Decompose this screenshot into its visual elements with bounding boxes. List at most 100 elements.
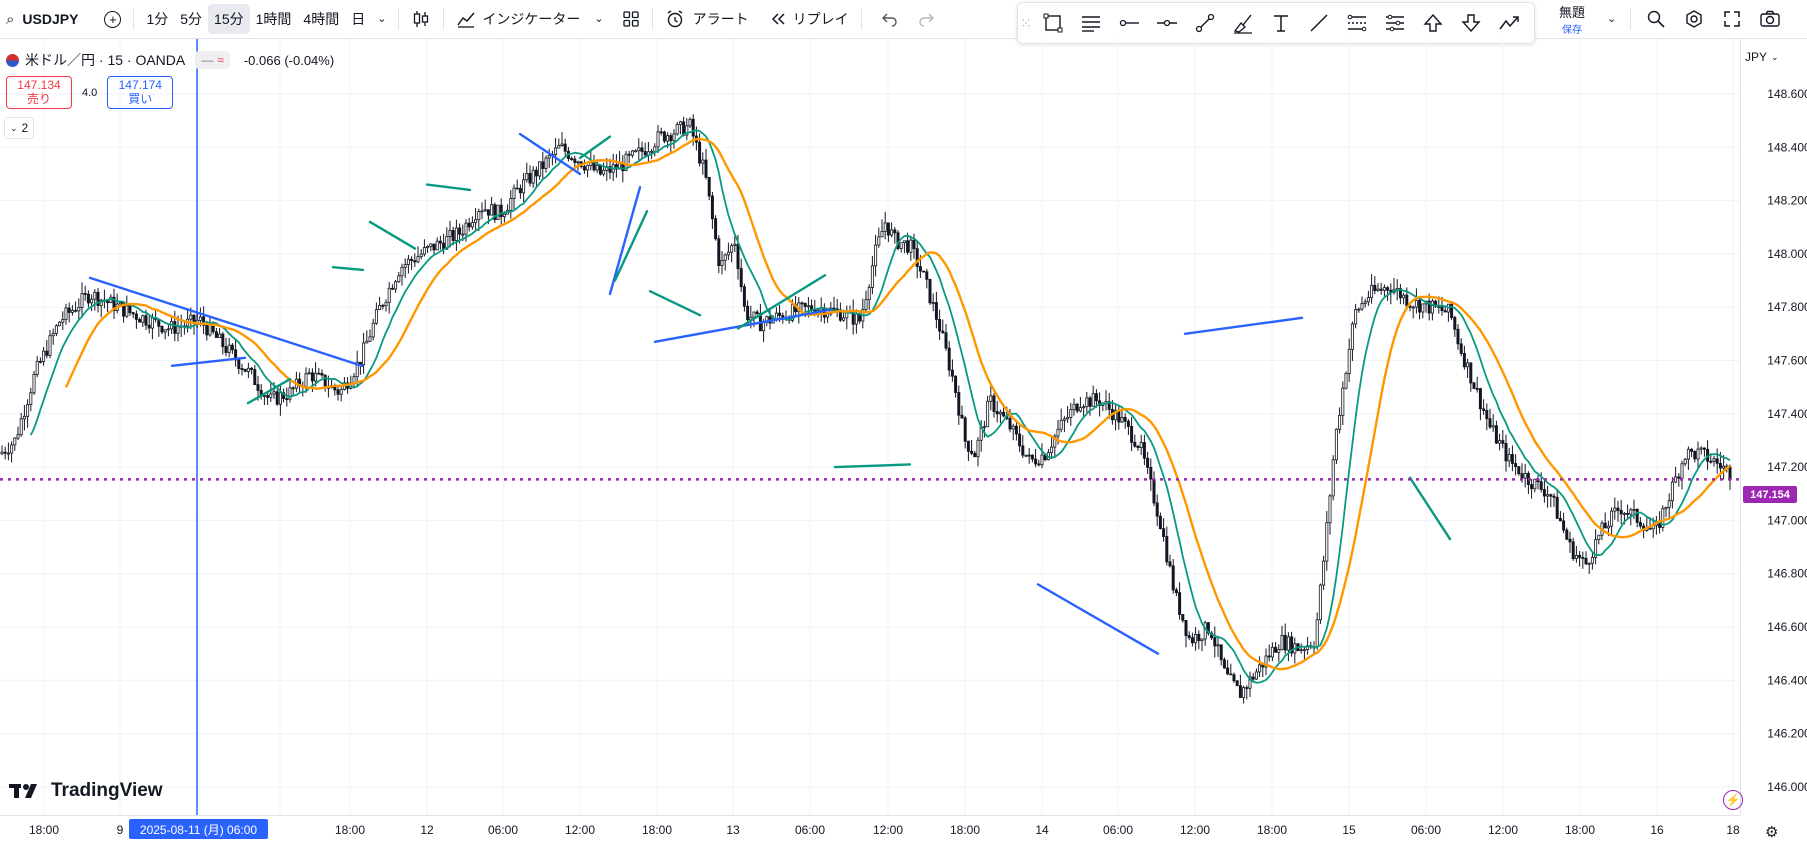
candle — [6, 442, 10, 461]
indicators-button[interactable]: インジケーター ⌄ — [450, 4, 609, 34]
candle — [480, 202, 484, 220]
trendline[interactable] — [425, 183, 472, 192]
indicators-collapse-button[interactable]: ⌄ 2 — [4, 117, 35, 139]
save-layout-button[interactable]: 無題 保存 — [1559, 2, 1585, 36]
currency-selector[interactable]: JPY ⌄ — [1745, 50, 1779, 64]
interval-15m[interactable]: 15分 — [208, 4, 250, 34]
alarm-clock-icon — [667, 10, 683, 28]
candle — [1178, 582, 1182, 620]
fullscreen-button[interactable] — [1713, 2, 1751, 36]
interval-4h[interactable]: 4時間 — [303, 11, 340, 27]
rectangle-tool[interactable] — [1034, 6, 1072, 40]
trendline[interactable] — [736, 274, 827, 330]
candle — [96, 288, 100, 313]
candle — [1222, 657, 1226, 669]
candle — [1450, 302, 1454, 321]
trendline[interactable] — [170, 356, 247, 368]
trendline[interactable] — [578, 135, 612, 160]
camera-icon — [1760, 10, 1780, 27]
legend-title[interactable]: 米ドル／円 · 15 · OANDA — [25, 52, 186, 68]
text-tool[interactable] — [1262, 6, 1300, 40]
templates-button[interactable] — [616, 4, 646, 34]
trendline[interactable] — [246, 377, 292, 405]
plus-circle-icon: + — [104, 10, 122, 28]
candle — [451, 226, 455, 246]
trendline[interactable] — [608, 186, 642, 296]
trendline-tool[interactable] — [1186, 6, 1224, 40]
trendline[interactable] — [368, 220, 417, 250]
candle — [1363, 298, 1367, 308]
interval-1h[interactable]: 1時間 — [255, 11, 292, 27]
redo-button[interactable] — [912, 4, 942, 34]
candle — [1414, 288, 1418, 314]
trendline[interactable] — [331, 266, 365, 272]
sell-button[interactable]: 147.134 売り — [6, 76, 72, 109]
chevron-down-icon[interactable]: ⌄ — [1607, 12, 1617, 25]
candle — [22, 405, 26, 431]
undo-icon — [881, 13, 897, 27]
trendline[interactable] — [613, 210, 649, 282]
ray-tool[interactable] — [1110, 6, 1148, 40]
candle — [1274, 642, 1278, 653]
symbol-search[interactable]: ⌕ USDJPY — [0, 4, 84, 34]
candle — [947, 341, 951, 377]
fib-tool[interactable] — [1072, 6, 1110, 40]
buy-button[interactable]: 147.174 買い — [107, 76, 174, 109]
parallel-channel-icon — [1347, 14, 1367, 32]
candle — [870, 255, 874, 295]
interval-dropdown[interactable]: ⌄ — [371, 4, 392, 34]
candle — [250, 366, 254, 375]
candle — [61, 311, 65, 330]
time-axis[interactable]: 18:00 9 18:00 12 06:00 12:00 18:00 13 06:00 12:00… — [0, 815, 1740, 856]
trendline[interactable] — [1183, 316, 1304, 336]
candle — [426, 245, 430, 254]
candle — [42, 346, 46, 366]
chart-type-button[interactable] — [405, 4, 437, 34]
arrow-up-icon — [1423, 13, 1443, 32]
parallel-channel-tool[interactable] — [1338, 6, 1376, 40]
alert-button[interactable]: アラート — [659, 4, 755, 34]
settings-button[interactable] — [1675, 2, 1713, 36]
interval-5m[interactable]: 5分 — [180, 11, 203, 27]
path-tool[interactable] — [1490, 6, 1528, 40]
trendline[interactable] — [833, 463, 912, 469]
horizontal-line-tool[interactable] — [1148, 6, 1186, 40]
line-tool[interactable] — [1300, 6, 1338, 40]
candle — [282, 388, 286, 403]
price-chart[interactable] — [0, 39, 1740, 815]
price-axis[interactable]: 148.600 148.400 148.200 148.000 147.800 147.6… — [1740, 39, 1807, 815]
trendline[interactable] — [518, 132, 582, 176]
price-tick-label: 148.400 — [1767, 140, 1807, 154]
brush-tool[interactable] — [1224, 6, 1262, 40]
gear-icon[interactable]: ⚙ — [1765, 824, 1779, 841]
trendline[interactable] — [1408, 476, 1452, 541]
time-tick-label: 16 — [1650, 823, 1664, 837]
replay-button[interactable]: リプレイ — [763, 4, 855, 34]
trendline[interactable] — [88, 276, 364, 368]
drag-handle-icon[interactable]: ⁙ — [1020, 14, 1032, 31]
undo-button[interactable] — [874, 4, 904, 34]
candle — [1354, 303, 1358, 329]
price-range-tool[interactable] — [1376, 6, 1414, 40]
spread-value: 4.0 — [82, 86, 98, 99]
compare-button[interactable]: + — [98, 4, 127, 34]
candle — [941, 319, 945, 334]
quick-search-button[interactable] — [1637, 2, 1675, 36]
candle — [509, 190, 513, 219]
candle — [157, 318, 161, 337]
trendline[interactable] — [648, 290, 702, 317]
arrow-down-tool[interactable] — [1452, 6, 1490, 40]
tradingview-logo[interactable]: TradingView — [9, 780, 163, 802]
lightning-icon[interactable]: ⚡ — [1723, 790, 1743, 810]
candle — [160, 325, 164, 335]
candle — [54, 324, 58, 337]
legend-toggle-chip[interactable]: — ≈ — [195, 51, 230, 69]
arrow-up-tool[interactable] — [1414, 6, 1452, 40]
candle — [496, 204, 500, 220]
candle — [1030, 454, 1034, 463]
trendline[interactable] — [1036, 583, 1160, 655]
interval-1d[interactable]: 日 — [351, 11, 366, 27]
interval-1m[interactable]: 1分 — [146, 11, 169, 27]
snapshot-button[interactable] — [1751, 2, 1789, 36]
candle — [835, 298, 839, 318]
